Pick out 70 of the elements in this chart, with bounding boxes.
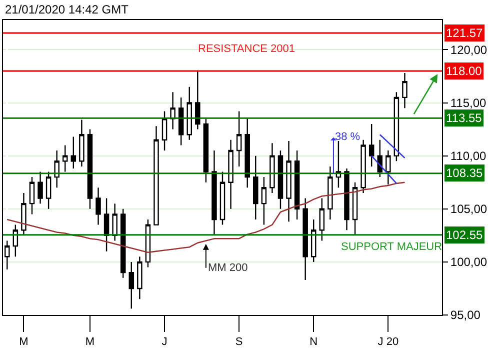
- candlestick: [270, 142, 275, 194]
- candlestick: [21, 192, 26, 236]
- candlestick: [46, 171, 52, 210]
- x-tick-label: J: [162, 336, 168, 348]
- y-tick-label: 110,00: [450, 149, 487, 164]
- y-tick-label: 100,00: [450, 255, 488, 270]
- x-tick-label: S: [235, 336, 243, 348]
- annotation: SUPPORT MAJEUR: [341, 241, 442, 253]
- candlestick: [302, 198, 308, 281]
- candlestick: [352, 182, 358, 236]
- y-tick-label: 120,00: [450, 42, 488, 57]
- candlestick: [386, 150, 391, 186]
- candlestick: [79, 119, 84, 168]
- y-tick-label: 105,00: [450, 202, 488, 216]
- candlestick: [236, 110, 242, 168]
- annotation: RESISTANCE 2001: [198, 43, 296, 55]
- x-tick-label: N: [310, 336, 318, 348]
- candlestick: [112, 202, 118, 242]
- candlestick: [360, 139, 366, 194]
- candlestick: [261, 176, 267, 226]
- candlestick: [137, 256, 142, 300]
- candlestick: [377, 139, 383, 178]
- ref-line-label: 102.55: [446, 228, 484, 242]
- candlestick: [286, 140, 292, 222]
- annotation: MM 200: [208, 262, 248, 274]
- candlestick: [328, 166, 333, 220]
- candlestick: [244, 118, 250, 188]
- candlestick: [128, 261, 134, 310]
- candlestick: [145, 218, 151, 268]
- candlestick: [212, 150, 217, 236]
- candlestick: [70, 136, 76, 170]
- candlestick: [344, 168, 350, 231]
- x-tick-label: M: [19, 336, 28, 348]
- candlestick: [310, 218, 316, 263]
- candlestick: [162, 110, 168, 152]
- x-tick-label: M: [85, 336, 95, 348]
- ref-line-label: 113.55: [446, 111, 482, 125]
- ref-line-label: 118.00: [446, 64, 482, 78]
- candlestick: [253, 155, 258, 220]
- candlestick: [170, 92, 176, 130]
- candlestick: [87, 128, 93, 210]
- annotation: 38 %: [335, 131, 360, 143]
- candlestick: [104, 198, 110, 252]
- candlestick: [29, 176, 35, 215]
- candlestick: [220, 171, 226, 226]
- candlestick: [278, 150, 284, 210]
- ref-line-label: 108.35: [446, 166, 484, 180]
- candlestick: [178, 96, 184, 146]
- candlestick: [402, 72, 408, 109]
- y-tick-label: 115,00: [450, 96, 487, 110]
- candlestick: [120, 208, 126, 278]
- candlestick: [54, 150, 60, 188]
- candlestick: [154, 126, 159, 226]
- candlestick: [96, 187, 101, 226]
- candlestick: [228, 139, 234, 210]
- candlestick: [394, 92, 400, 162]
- candlestick: [368, 123, 374, 168]
- candlestick: [336, 140, 342, 188]
- chart-title: 21/01/2020 14:42 GMT: [5, 2, 130, 17]
- candlestick: [203, 118, 209, 183]
- candlestick: [319, 198, 325, 242]
- candlestick: [12, 224, 18, 258]
- y-tick-label: 95,00: [450, 308, 481, 322]
- x-tick-label: J 20: [378, 336, 399, 348]
- ref-line-label: 121.57: [446, 26, 484, 40]
- candlestick: [186, 86, 192, 141]
- candlestick: [38, 171, 43, 204]
- candlestick: [195, 70, 200, 130]
- candlestick: [294, 150, 300, 220]
- candlestick: [62, 144, 68, 172]
